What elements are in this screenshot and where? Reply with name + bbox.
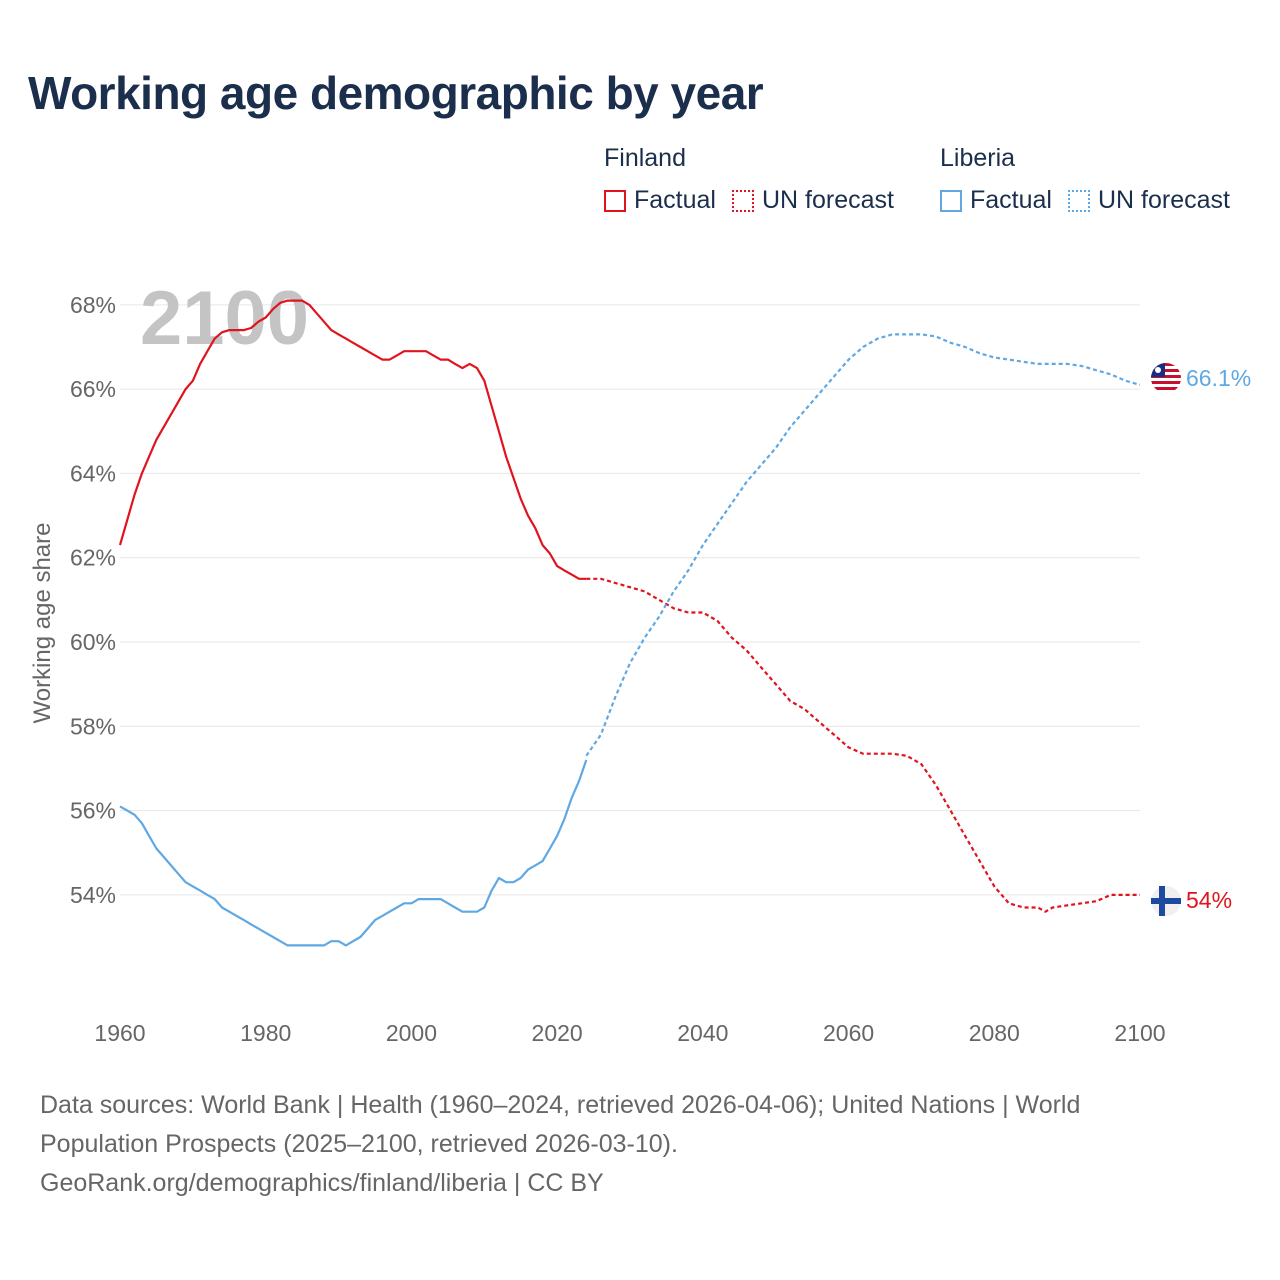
legend-swatch-icon	[940, 189, 962, 212]
footer: Data sources: World Bank | Health (1960–…	[40, 1086, 1160, 1203]
data-sources-text: Data sources: World Bank | Health (1960–…	[40, 1091, 1081, 1158]
finland-end-label: 54%	[1186, 887, 1232, 913]
source-link[interactable]: GeoRank.org/demographics/finland/liberia…	[40, 1169, 604, 1197]
legend-finland-forecast-label: UN forecast	[761, 186, 894, 214]
y-tick-label: 58%	[70, 713, 116, 739]
x-tick-label: 2040	[677, 1020, 728, 1046]
legend-swatch-dotted-icon	[731, 189, 754, 212]
x-axis-ticks: 1960 1980 2000 2020 2040 2060 2080 2100	[94, 1020, 1165, 1046]
legend-liberia-factual-label: Factual	[970, 186, 1052, 214]
legend-finland-factual-label: Factual	[634, 186, 716, 214]
legend-finland-name: Finland	[604, 144, 686, 172]
liberia-flag-icon	[1151, 363, 1181, 393]
liberia-factual-line	[119, 759, 588, 947]
year-watermark: 2100	[140, 276, 309, 361]
line-chart: 2100 54% 56% 58% 60% 62% 64% 66% 68% 1960 1980 20…	[29, 276, 1251, 1046]
y-tick-label: 54%	[70, 882, 116, 908]
x-tick-label: 2100	[1114, 1020, 1165, 1046]
y-tick-label: 62%	[70, 545, 116, 571]
y-tick-label: 56%	[70, 798, 116, 824]
chart-title: Working age demographic by year	[28, 67, 764, 119]
legend-liberia-forecast[interactable]: UN forecast	[1067, 186, 1230, 215]
finland-flag-icon	[1151, 886, 1181, 916]
legend-liberia-forecast-label: UN forecast	[1097, 186, 1230, 214]
y-tick-label: 60%	[70, 629, 116, 655]
legend-swatch-icon	[604, 189, 626, 212]
y-tick-label: 68%	[70, 292, 116, 318]
liberia-forecast-line	[585, 333, 1141, 757]
finland-forecast-line	[586, 577, 1140, 913]
legend-finland-forecast[interactable]: UN forecast	[731, 186, 894, 215]
legend-finland: Finland Factual UN forecast	[604, 144, 910, 215]
legend-liberia: Liberia Factual UN forecast	[940, 144, 1246, 215]
legend-liberia-name: Liberia	[940, 144, 1016, 172]
grid-lines	[120, 304, 1140, 896]
x-tick-label: 2000	[386, 1020, 437, 1046]
legend-swatch-dotted-icon	[1067, 189, 1090, 212]
y-axis-ticks: 54% 56% 58% 60% 62% 64% 66% 68%	[70, 292, 116, 908]
x-tick-label: 2080	[969, 1020, 1020, 1046]
y-tick-label: 66%	[70, 376, 116, 402]
series-lines	[118, 299, 1141, 947]
x-tick-label: 1960	[94, 1020, 145, 1046]
legend-liberia-factual[interactable]: Factual	[940, 186, 1052, 215]
finland-factual-line	[118, 299, 587, 580]
liberia-end-label: 66.1%	[1186, 365, 1251, 391]
x-tick-label: 2020	[532, 1020, 583, 1046]
legend-finland-factual[interactable]: Factual	[604, 186, 716, 215]
x-tick-label: 1980	[240, 1020, 291, 1046]
y-tick-label: 64%	[70, 460, 116, 486]
x-tick-label: 2060	[823, 1020, 874, 1046]
end-markers: 66.1% 54%	[1151, 363, 1251, 916]
y-axis-label: Working age share	[29, 523, 56, 724]
